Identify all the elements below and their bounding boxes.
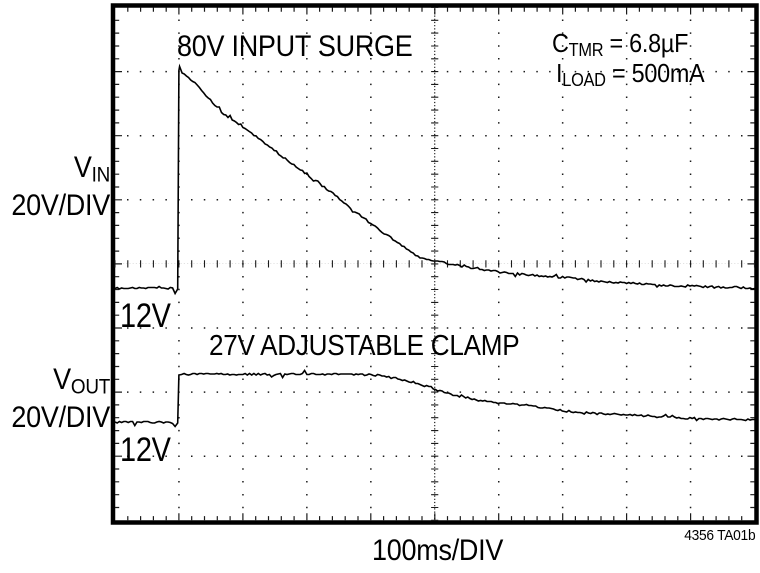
vout-name-label: VOUT [53,363,110,399]
clamp-annotation: 27V ADJUSTABLE CLAMP [209,330,520,362]
vout-scale-label: 20V/DIV [11,400,110,434]
vin-scale-label: 20V/DIV [11,188,110,222]
plot-border [110,3,759,525]
vin-subscript: IN [91,163,111,187]
surge-annotation: 80V INPUT SURGE [177,30,413,63]
iload-annotation: ILOAD = 500mA [556,58,705,90]
vout-subscript: OUT [70,375,110,399]
graticule-border-ticks [115,7,755,521]
vin-trace [115,63,755,296]
figure-id-label: 4356 TA01b [683,527,755,544]
vout-baseline-label: 12V [120,431,171,469]
vin-baseline-label: 12V [120,297,171,335]
time-scale-label: 100ms/DIV [372,534,504,567]
ctmr-subscript: TMR [568,40,604,60]
iload-subscript: LOAD [562,70,606,90]
ctmr-annotation: CTMR = 6.8µF [552,28,689,60]
vin-name-label: VIN [73,151,111,187]
vout-channel-label: VOUT 20V/DIV [11,365,110,433]
vout-trace [115,369,755,428]
vin-channel-label: VIN 20V/DIV [11,153,110,221]
